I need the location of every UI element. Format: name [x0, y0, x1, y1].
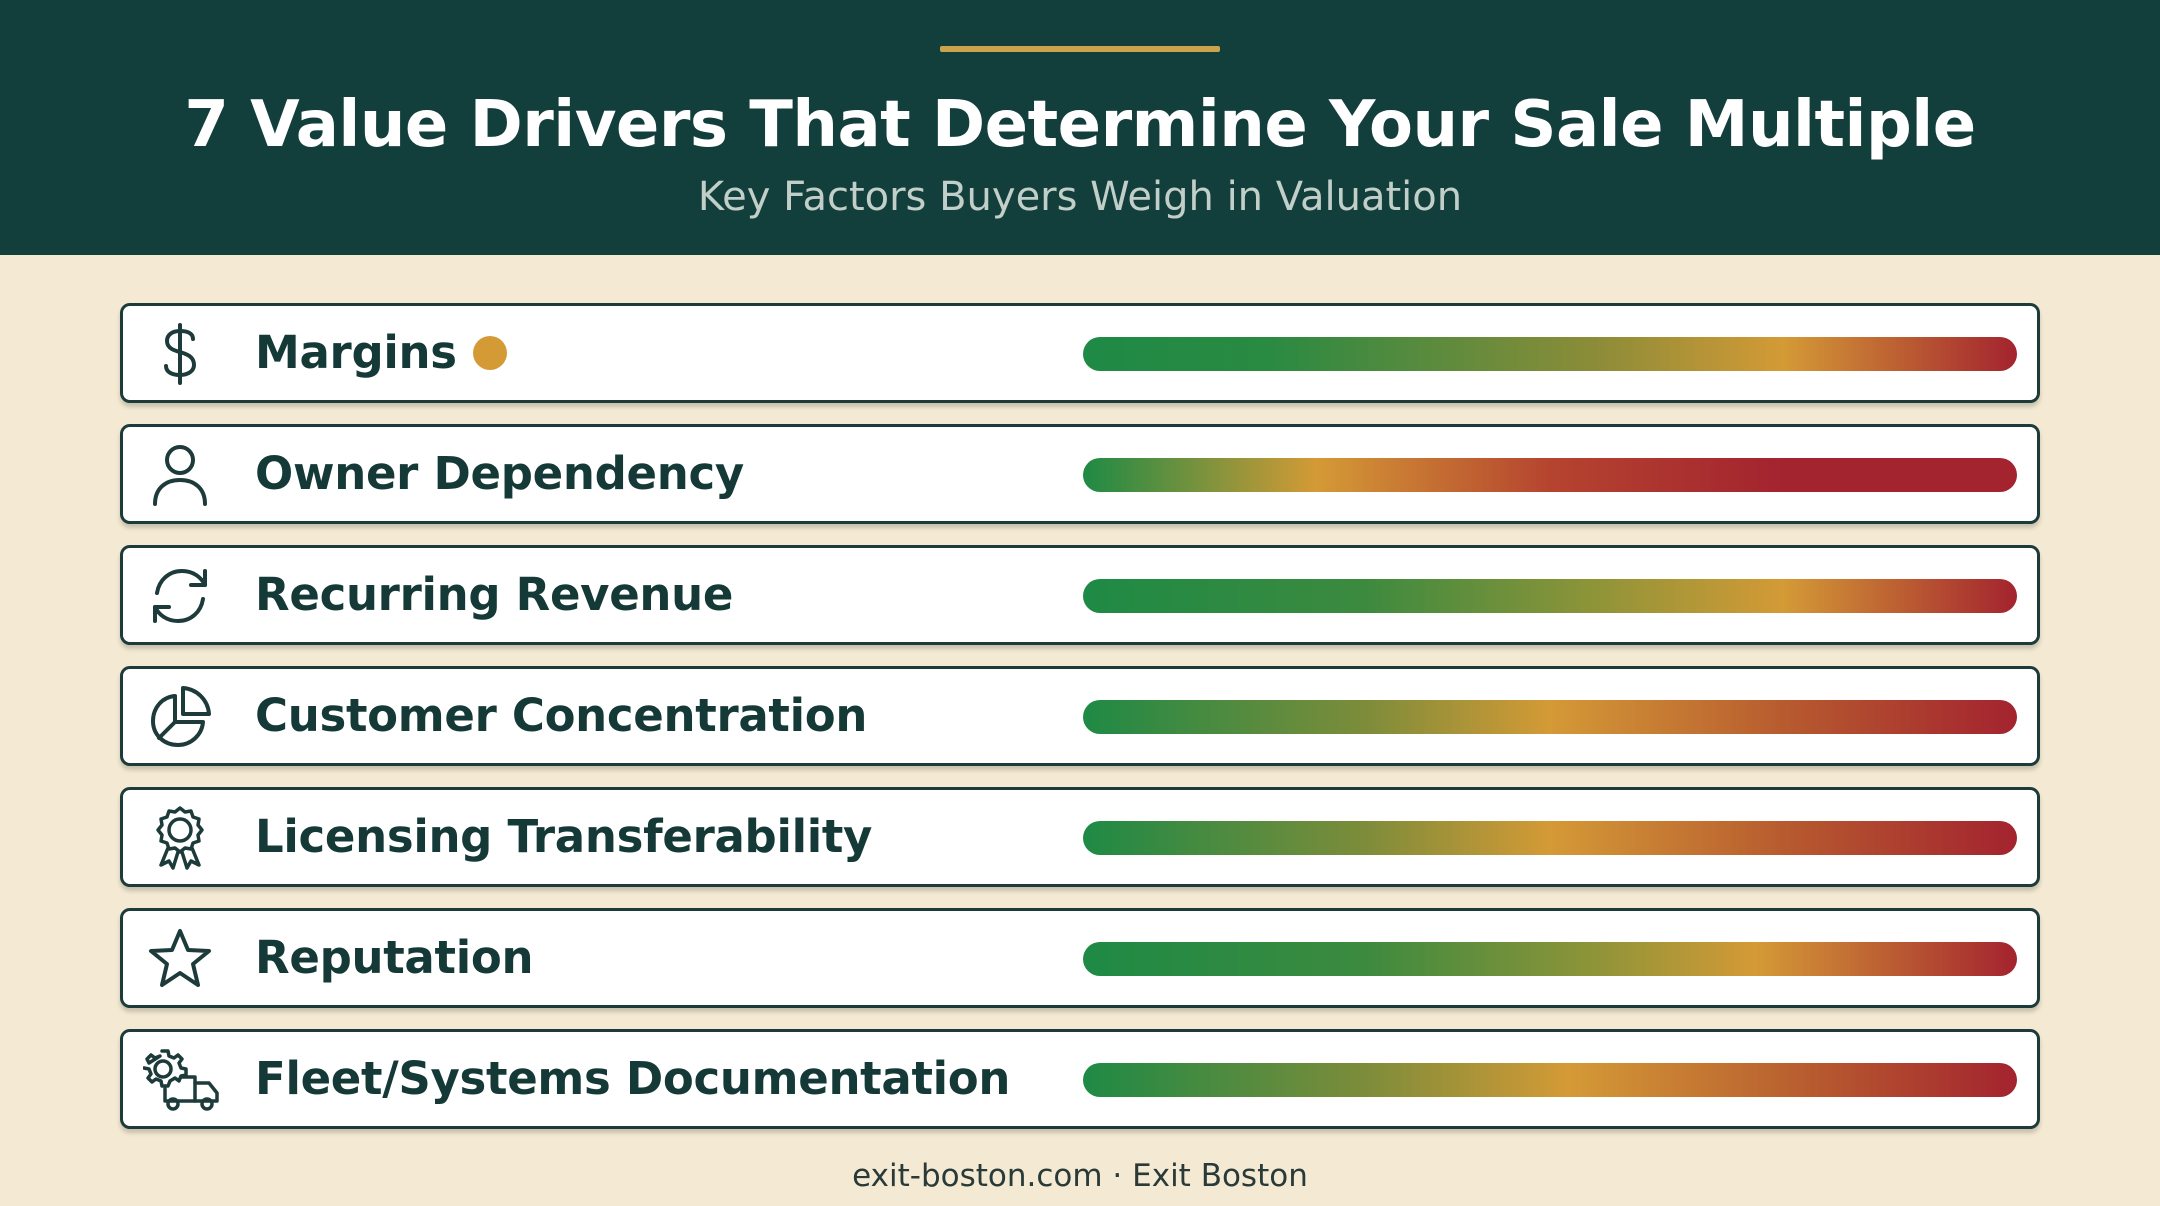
- star-icon: [147, 926, 213, 992]
- driver-gradient-bar: [1083, 942, 2017, 976]
- driver-row-recurring-revenue: Recurring Revenue: [120, 545, 2040, 645]
- driver-row-margins: Margins: [120, 303, 2040, 403]
- driver-row-reputation: Reputation: [120, 908, 2040, 1008]
- driver-label: Reputation: [255, 931, 534, 984]
- driver-gradient-bar: [1083, 579, 2017, 613]
- driver-row-fleet-systems-documentation: Fleet/Systems Documentation: [120, 1029, 2040, 1129]
- driver-gradient-bar: [1083, 458, 2017, 492]
- footer-credit: exit-boston.com · Exit Boston: [852, 1158, 1308, 1194]
- refresh-icon: [147, 563, 213, 629]
- award-ribbon-icon: [147, 805, 213, 871]
- driver-label: Margins: [255, 306, 507, 400]
- driver-gradient-bar: [1083, 700, 2017, 734]
- pie-chart-icon: [147, 684, 213, 750]
- driver-gradient-bar: [1083, 337, 2017, 371]
- gear-truck-icon: [143, 1047, 227, 1113]
- dollar-sign-icon: [147, 321, 213, 387]
- header-accent-rule: [940, 46, 1220, 52]
- driver-label: Owner Dependency: [255, 447, 744, 500]
- driver-label: Fleet/Systems Documentation: [255, 1052, 1011, 1105]
- driver-label: Customer Concentration: [255, 689, 868, 742]
- header-banner: 7 Value Drivers That Determine Your Sale…: [0, 0, 2160, 255]
- highlight-dot: [472, 336, 507, 370]
- person-icon: [147, 442, 213, 508]
- driver-gradient-bar: [1083, 821, 2017, 855]
- driver-row-licensing-transferability: Licensing Transferability: [120, 787, 2040, 887]
- page-title: 7 Value Drivers That Determine Your Sale…: [184, 88, 1976, 162]
- driver-row-customer-concentration: Customer Concentration: [120, 666, 2040, 766]
- driver-label: Licensing Transferability: [255, 810, 873, 863]
- driver-label: Recurring Revenue: [255, 568, 734, 621]
- driver-gradient-bar: [1083, 1063, 2017, 1097]
- driver-row-owner-dependency: Owner Dependency: [120, 424, 2040, 524]
- page-subtitle: Key Factors Buyers Weigh in Valuation: [697, 174, 1463, 220]
